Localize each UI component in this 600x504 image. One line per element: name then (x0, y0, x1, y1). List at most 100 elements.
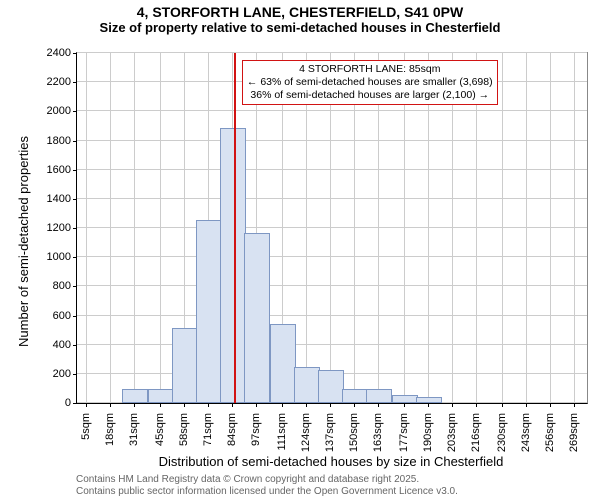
x-tick-label: 71sqm (202, 409, 214, 446)
x-tick-mark (232, 403, 233, 407)
gridline-v (110, 53, 111, 403)
footer-line-2: Contains public sector information licen… (76, 486, 458, 498)
gridline-h (77, 169, 587, 170)
x-tick-label: 137sqm (324, 409, 336, 452)
annotation-line: 4 STORFORTH LANE: 85sqm (247, 63, 493, 76)
x-axis-label: Distribution of semi-detached houses by … (76, 454, 586, 469)
y-tick-label: 1800 (47, 135, 77, 147)
x-tick-label: 5sqm (80, 409, 92, 440)
x-tick-label: 18sqm (104, 409, 116, 446)
x-tick-label: 150sqm (348, 409, 360, 452)
annotation-line: 36% of semi-detached houses are larger (… (247, 89, 493, 102)
y-tick-label: 2200 (47, 76, 77, 88)
x-tick-mark (378, 403, 379, 407)
x-tick-label: 97sqm (250, 409, 262, 446)
histogram-bar (318, 370, 344, 403)
x-tick-mark (428, 403, 429, 407)
x-tick-label: 45sqm (154, 409, 166, 446)
chart-subtitle: Size of property relative to semi-detach… (0, 20, 600, 35)
y-axis-label: Number of semi-detached properties (16, 136, 31, 347)
x-tick-label: 163sqm (372, 409, 384, 452)
x-tick-mark (354, 403, 355, 407)
x-tick-mark (256, 403, 257, 407)
footer-attribution: Contains HM Land Registry data © Crown c… (76, 474, 458, 498)
x-tick-label: 84sqm (226, 409, 238, 446)
x-tick-label: 177sqm (398, 409, 410, 452)
x-tick-mark (404, 403, 405, 407)
gridline-h (77, 315, 587, 316)
histogram-bar (270, 324, 296, 403)
x-tick-label: 256sqm (544, 409, 556, 452)
histogram-bar (244, 233, 270, 403)
gridline-v (526, 53, 527, 403)
x-tick-mark (110, 403, 111, 407)
x-tick-label: 216sqm (470, 409, 482, 452)
x-tick-mark (86, 403, 87, 407)
histogram-bar (122, 389, 148, 403)
y-tick-label: 0 (65, 397, 77, 409)
x-tick-mark (452, 403, 453, 407)
gridline-v (378, 53, 379, 403)
footer-line-1: Contains HM Land Registry data © Crown c… (76, 474, 458, 486)
gridline-v (134, 53, 135, 403)
x-tick-mark (330, 403, 331, 407)
x-tick-label: 58sqm (178, 409, 190, 446)
y-tick-label: 200 (53, 368, 77, 380)
x-tick-label: 203sqm (446, 409, 458, 452)
x-tick-mark (526, 403, 527, 407)
gridline-h (77, 110, 587, 111)
gridline-v (306, 53, 307, 403)
gridline-v (330, 53, 331, 403)
gridline-h (77, 198, 587, 199)
y-tick-label: 600 (53, 310, 77, 322)
x-tick-label: 31sqm (128, 409, 140, 446)
gridline-h (77, 344, 587, 345)
x-tick-mark (306, 403, 307, 407)
y-tick-label: 1000 (47, 251, 77, 263)
y-tick-label: 400 (53, 339, 77, 351)
x-tick-mark (134, 403, 135, 407)
x-tick-label: 269sqm (568, 409, 580, 452)
gridline-v (428, 53, 429, 403)
x-tick-label: 111sqm (276, 409, 288, 451)
gridline-v (354, 53, 355, 403)
x-tick-mark (574, 403, 575, 407)
x-tick-mark (184, 403, 185, 407)
gridline-v (476, 53, 477, 403)
y-tick-label: 2400 (47, 47, 77, 59)
y-tick-label: 1400 (47, 193, 77, 205)
x-tick-label: 243sqm (520, 409, 532, 452)
annotation-line: ← 63% of semi-detached houses are smalle… (247, 76, 493, 89)
gridline-v (550, 53, 551, 403)
x-tick-label: 190sqm (422, 409, 434, 452)
x-tick-mark (208, 403, 209, 407)
histogram-bar (172, 328, 198, 403)
gridline-v (86, 53, 87, 403)
gridline-h (77, 285, 587, 286)
histogram-bar (416, 397, 442, 403)
histogram-bar (342, 389, 368, 403)
x-tick-mark (282, 403, 283, 407)
x-tick-mark (502, 403, 503, 407)
x-tick-mark (160, 403, 161, 407)
gridline-v (452, 53, 453, 403)
histogram-bar (148, 389, 174, 403)
histogram-bar (196, 220, 222, 403)
gridline-h (77, 140, 587, 141)
gridline-h (77, 52, 587, 53)
histogram-bar (294, 367, 320, 403)
gridline-v (502, 53, 503, 403)
x-tick-label: 230sqm (496, 409, 508, 452)
y-tick-label: 800 (53, 280, 77, 292)
x-tick-mark (476, 403, 477, 407)
x-tick-mark (550, 403, 551, 407)
plot-area: 0200400600800100012001400160018002000220… (76, 52, 588, 404)
gridline-v (574, 53, 575, 403)
histogram-bar (392, 395, 418, 403)
gridline-h (77, 227, 587, 228)
property-marker-line (234, 53, 236, 403)
y-tick-label: 2000 (47, 105, 77, 117)
gridline-h (77, 256, 587, 257)
gridline-v (404, 53, 405, 403)
y-tick-label: 1600 (47, 164, 77, 176)
